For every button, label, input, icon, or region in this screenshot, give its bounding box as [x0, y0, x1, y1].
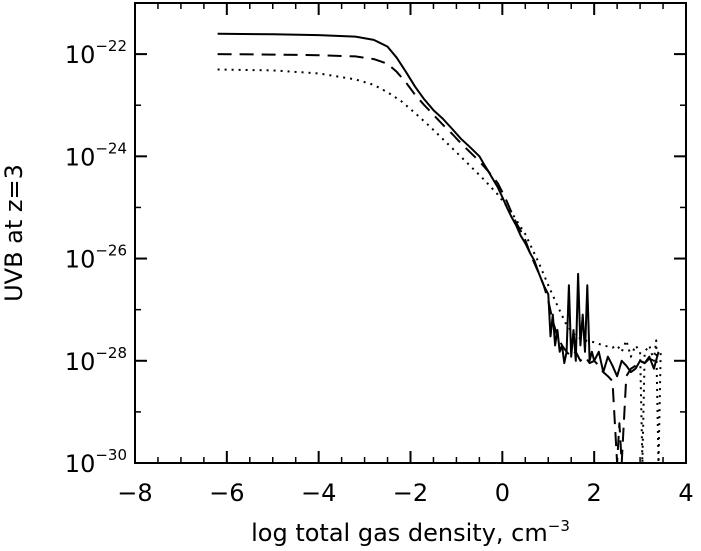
y-tick-label: 10−24	[65, 139, 127, 171]
series-line-dotted	[217, 68, 662, 464]
series-line-solid	[217, 32, 660, 378]
x-tick-label: 4	[678, 479, 693, 507]
x-axis: −8 −6 −4 −2 0 2 4	[117, 3, 694, 507]
y-tick-label: 10−28	[65, 344, 127, 376]
x-tick-label: −4	[301, 479, 336, 507]
x-tick-label: 0	[495, 479, 510, 507]
y-axis: 10−22 10−24 10−26 10−28 10−30	[65, 2, 686, 478]
x-tick-label: 2	[587, 479, 602, 507]
series-layer	[217, 32, 662, 464]
y-tick-label: 10−22	[65, 37, 127, 69]
x-tick-label: −2	[393, 479, 428, 507]
y-tick-label: 10−30	[65, 446, 127, 478]
y-tick-label: 10−26	[65, 242, 127, 274]
x-tick-label: −6	[209, 479, 244, 507]
plot-area-frame	[134, 2, 687, 464]
y-axis-title: UVB at z=3	[0, 164, 28, 302]
x-tick-label: −8	[117, 479, 152, 507]
series-line-dashed	[217, 53, 660, 464]
x-axis-title: log total gas density, cm−3	[251, 517, 570, 547]
